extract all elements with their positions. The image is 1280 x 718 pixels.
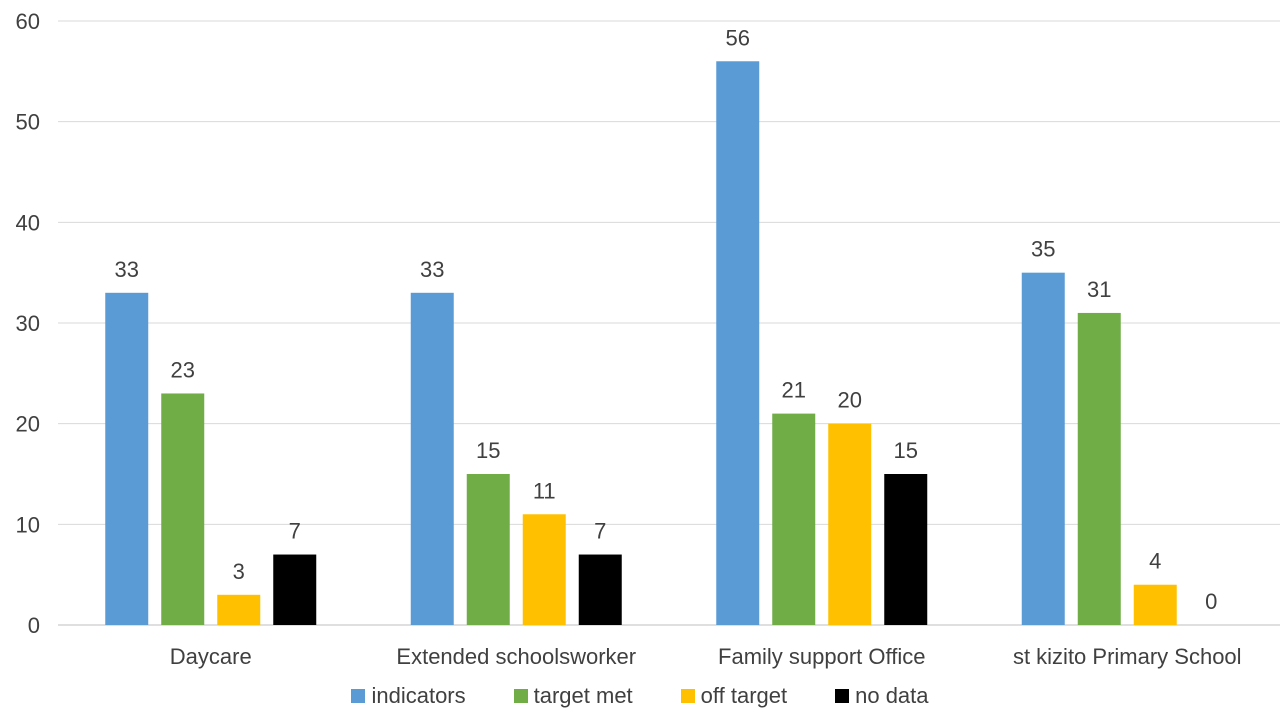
x-tick-label: Daycare [170,644,252,669]
data-label: 15 [894,438,918,463]
x-tick-label: Family support Office [718,644,925,669]
legend-label-no-data: no data [855,683,929,708]
y-tick-label: 20 [16,412,40,437]
bar [466,474,510,625]
data-label: 11 [533,478,556,503]
bar [1021,272,1065,625]
bar [410,292,454,625]
legend: indicators target met off target no data [0,683,1280,709]
bar [161,393,205,625]
data-label: 3 [233,559,245,584]
bar-chart-svg: 0102030405060332337Daycare3315117Extende… [16,9,1280,669]
legend-swatch-indicators [351,689,366,703]
bar [578,554,622,625]
legend-swatch-off-target [680,689,695,703]
data-label: 0 [1205,589,1217,614]
bar [884,474,928,625]
data-label: 15 [476,438,500,463]
y-tick-label: 10 [16,512,40,537]
y-tick-label: 0 [28,613,40,638]
data-label: 31 [1087,277,1111,302]
data-label: 56 [726,25,750,50]
data-label: 21 [782,378,806,403]
legend-swatch-no-data [835,689,850,703]
legend-item-target-met: target met [513,683,633,709]
bar [1133,584,1177,625]
y-tick-label: 30 [16,311,40,336]
legend-label-indicators: indicators [371,683,466,708]
data-label: 23 [171,357,195,382]
legend-item-no-data: no data [835,683,929,709]
legend-item-indicators: indicators [351,683,466,709]
bar [522,514,566,625]
y-tick-label: 60 [16,9,40,34]
legend-label-off-target: off target [700,683,788,708]
bar [273,554,317,625]
bar [1077,312,1121,625]
bar [217,594,261,625]
y-tick-label: 50 [16,110,40,135]
data-label: 33 [115,257,139,282]
x-tick-label: st kizito Primary School [1013,644,1242,669]
bar [716,61,760,626]
data-label: 4 [1149,549,1161,574]
bar [828,423,872,625]
bar [105,292,149,625]
bar [772,413,816,625]
data-label: 20 [838,388,862,413]
data-label: 35 [1031,237,1055,262]
data-label: 7 [289,519,301,544]
legend-swatch-target-met [513,689,528,703]
data-label: 33 [420,257,444,282]
data-label: 7 [594,519,606,544]
y-tick-label: 40 [16,210,40,235]
legend-item-off-target: off target [680,683,788,709]
x-tick-label: Extended schoolsworker [396,644,636,669]
legend-label-target-met: target met [533,683,633,708]
